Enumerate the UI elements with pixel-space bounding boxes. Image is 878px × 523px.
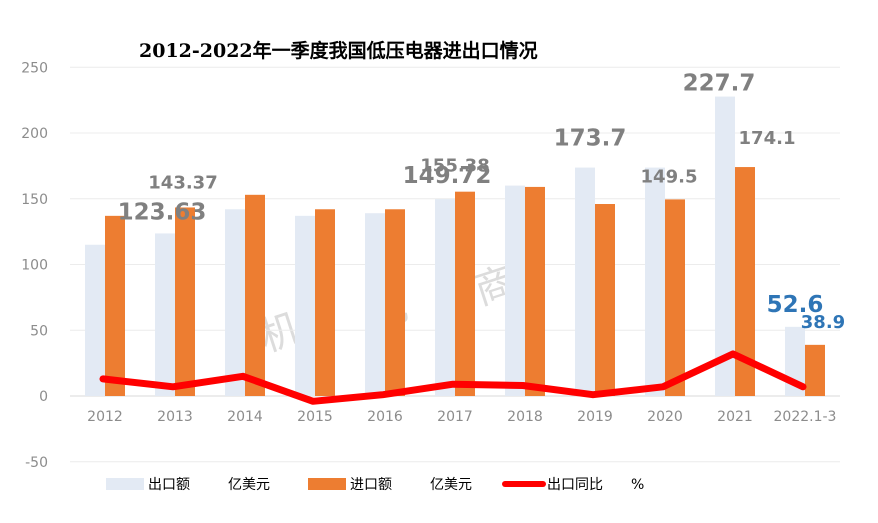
import-bar [455,191,475,396]
data-label: 155.38 [420,156,489,177]
import-bar [385,209,405,396]
import-bar [665,199,685,396]
import-bar [595,204,615,396]
import-bar [735,167,755,396]
legend-unit: 亿美元 [228,477,270,493]
y-tick-label: 250 [21,60,48,76]
data-label: 143.37 [148,172,217,193]
y-tick-label: 200 [21,126,48,142]
data-label: 227.7 [683,71,756,97]
export-bar [505,185,525,396]
export-bar [435,199,455,396]
export-bar [155,233,175,396]
export-bar [295,215,315,396]
export-bar [365,213,385,396]
y-tick-label: 0 [39,389,48,405]
x-tick-label: 2017 [437,409,473,425]
import-bar [245,194,265,396]
x-tick-label: 2018 [507,409,543,425]
legend-unit: % [631,477,644,493]
import-bar [105,215,125,396]
x-tick-label: 2021 [717,409,753,425]
x-tick-label: 2012 [87,409,123,425]
legend-label: 出口同比 [547,477,603,493]
export-bar [225,209,245,396]
bars [85,96,825,397]
x-tick-label: 2015 [297,409,333,425]
x-tick-label: 2016 [367,409,403,425]
legend-label: 进口额 [350,477,392,493]
x-tick-label: 2013 [157,409,193,425]
x-tick-label: 2020 [647,409,683,425]
y-tick-label: 150 [21,192,48,208]
export-bar [85,244,105,396]
legend-swatch [308,478,346,490]
growth-line [99,350,807,405]
legend-unit: 亿美元 [430,477,472,493]
data-label: 52.6 [767,292,824,318]
y-tick-label: -50 [25,455,48,471]
x-tick-label: 2019 [577,409,613,425]
legend: 出口额 亿美元 进口额 亿美元 出口同比% [106,477,644,493]
data-label: 123.63 [118,199,207,225]
import-bar [525,186,545,396]
data-label: 149.5 [641,166,698,187]
legend-label: 出口额 [148,477,190,493]
data-label: 38.9 [801,312,845,333]
x-axis-ticks: 2012 2013 2014 2015 2016 2017 2018 2019 2020 2021… [87,409,836,425]
export-bar [715,96,735,397]
x-tick-label: 2022.1-3 [774,409,837,425]
export-bar [645,167,665,396]
data-label: 173.7 [554,126,627,152]
import-bar [315,209,335,396]
x-tick-label: 2014 [227,409,263,425]
export-bar [575,167,595,396]
data-label: 174.1 [739,128,796,149]
import-bar [805,344,825,396]
y-tick-label: 50 [30,323,48,339]
legend-swatch [106,478,144,490]
data-label: 149.72 [403,163,492,189]
y-axis-ticks: 250 200 150 100 50 0 -50 [21,60,48,471]
import-bar [175,207,195,396]
chart-title: 2012-2022年一季度我国低压电器进出口情况 [139,39,538,62]
y-tick-label: 100 [21,258,48,274]
